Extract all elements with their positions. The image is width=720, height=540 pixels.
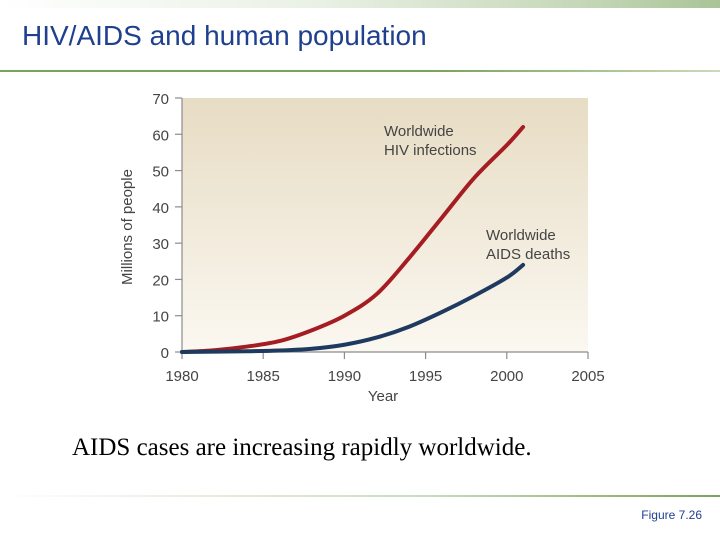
x-axis-label: Year [368, 388, 398, 405]
y-tick-label: 50 [152, 164, 169, 181]
y-tick-label: 70 [152, 91, 169, 108]
x-tick-label: 1995 [409, 368, 442, 385]
hiv-aids-line-chart: 0 10 20 30 40 50 60 70 1980 1985 1990 1995 2000 2005 Y… [119, 91, 605, 405]
title-divider [0, 70, 720, 72]
y-tick-label: 10 [152, 309, 169, 326]
series-line-worldwide-aids-deaths [180, 262, 526, 354]
series-line-worldwide-hiv-infections [180, 125, 526, 354]
footer-divider [0, 495, 720, 497]
x-tick-label: 2005 [571, 368, 604, 385]
top-decorative-stripe [0, 0, 720, 8]
series-label-worldwide-aids-deaths: Worldwide [486, 227, 556, 244]
series-label-worldwide-aids-deaths: AIDS deaths [486, 246, 570, 263]
slide-caption: AIDS cases are increasing rapidly worldw… [72, 434, 532, 461]
figure-label: Figure 7.26 [641, 508, 702, 522]
y-axis-label: Millions of people [119, 169, 136, 285]
x-tick-label: 1985 [247, 368, 280, 385]
slide-title: HIV/AIDS and human population [22, 20, 427, 51]
series-label-worldwide-hiv-infections: Worldwide [384, 123, 454, 140]
x-tick-label: 1990 [328, 368, 361, 385]
y-tick-label: 40 [152, 200, 169, 217]
y-tick-label: 0 [161, 345, 169, 362]
plot-background [182, 98, 588, 352]
x-tick-label: 2000 [490, 368, 523, 385]
y-tick-label: 30 [152, 236, 169, 253]
y-tick-label: 60 [152, 127, 169, 144]
series-label-worldwide-hiv-infections: HIV infections [384, 142, 477, 159]
y-tick-label: 20 [152, 272, 169, 289]
x-tick-label: 1980 [165, 368, 198, 385]
